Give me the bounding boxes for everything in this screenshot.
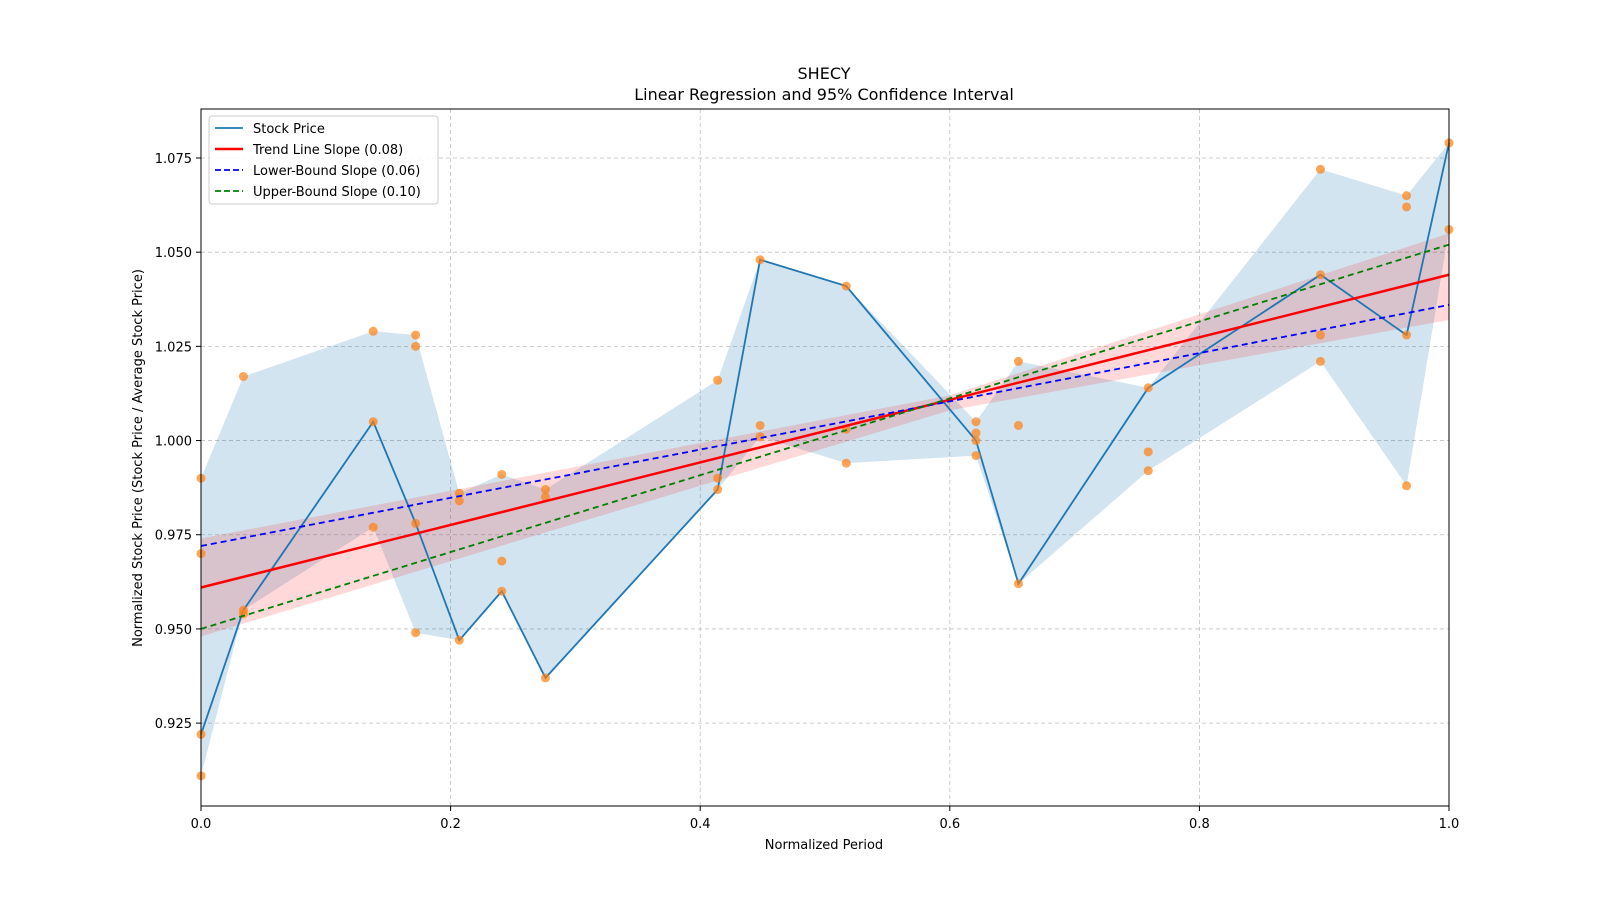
y-tick-label-1: 0.950 [155,623,192,638]
upper-bound-line [200,243,1450,630]
x-tick-label-4: 0.8 [1189,817,1210,832]
x-tick-label-5: 1.0 [1439,817,1460,832]
scatter-point-26 [755,255,765,265]
x-tick-label-2: 0.4 [690,817,711,832]
scatter-point-19 [497,586,507,596]
chart-title: SHECY [798,64,851,83]
scatter-point-28 [755,432,765,442]
legend-label-3: Upper-Bound Slope (0.10) [253,185,421,200]
scatter-point-15 [454,496,464,506]
scatter-point-16 [454,635,464,645]
scatter-point-4 [238,371,248,381]
scatter-point-49 [1402,481,1412,491]
scatter-point-37 [1013,420,1023,430]
lower-bound-line [200,304,1450,547]
scatter-point-31 [841,458,851,468]
scatter-point-48 [1402,330,1412,340]
x-tick-label-1: 0.2 [440,817,461,832]
scatter-point-38 [1013,579,1023,589]
legend-box [208,115,439,205]
scatter-point-41 [1143,466,1153,476]
scatter-point-42 [1315,164,1325,174]
y-tick-label-0: 0.925 [155,717,192,732]
x-tick-label-3: 0.6 [939,817,960,832]
plot-area: 0.0 0.2 0.4 0.6 0.8 1.0 0.925 0.950 0.975 1.000 1.… [155,108,1460,832]
scatter-point-13 [411,628,421,638]
scatter-point-20 [540,485,550,495]
scatter-point-33 [971,428,981,438]
price-range-band [201,142,1449,776]
x-tick-label-0: 0.0 [191,817,212,832]
scatter-point-11 [411,341,421,351]
scatter-point-8 [368,417,378,427]
chart-subtitle: Linear Regression and 95% Confidence Int… [634,85,1014,104]
scatter-point-45 [1315,356,1325,366]
y-tick-label-5: 1.050 [155,246,192,261]
y-tick-label-6: 1.075 [155,152,192,167]
scatter-point-24 [713,473,723,483]
scatter-point-9 [368,522,378,532]
scatter-point-35 [971,451,981,461]
y-tick-label-2: 0.975 [155,529,192,544]
scatter-point-27 [755,420,765,430]
scatter-point-39 [1143,383,1153,393]
y-axis-label: Normalized Stock Price (Stock Price / Av… [131,269,146,647]
scatter-point-32 [971,417,981,427]
legend-label-2: Lower-Bound Slope (0.06) [253,164,420,179]
y-tick-label-4: 1.025 [155,340,192,355]
legend: Stock Price Trend Line Slope (0.08) Lower-… [208,115,439,205]
scatter-point-18 [497,556,507,566]
scatter-point-36 [1013,356,1023,366]
scatter-point-47 [1402,202,1412,212]
trend-line [200,273,1450,589]
x-axis-label: Normalized Period [765,838,883,853]
scatter-point-43 [1315,270,1325,280]
scatter-point-44 [1315,330,1325,340]
axes-frame [200,108,1450,807]
scatter-point-29 [841,281,851,291]
y-tick-label-3: 1.000 [155,435,192,450]
scatter-point-34 [971,436,981,446]
scatter-point-40 [1143,447,1153,457]
scatter-point-46 [1402,191,1412,201]
scatter-point-10 [411,330,421,340]
scatter-point-17 [497,469,507,479]
stock-price-line [200,142,1450,735]
scatter-point-12 [411,518,421,528]
scatter-point-7 [368,326,378,336]
scatter-point-25 [713,485,723,495]
legend-label-0: Stock Price [253,122,325,137]
scatter-point-22 [540,673,550,683]
scatter-point-21 [540,492,550,502]
legend-label-1: Trend Line Slope (0.08) [252,143,403,158]
scatter-point-23 [713,375,723,385]
confidence-interval-band [201,233,1449,637]
